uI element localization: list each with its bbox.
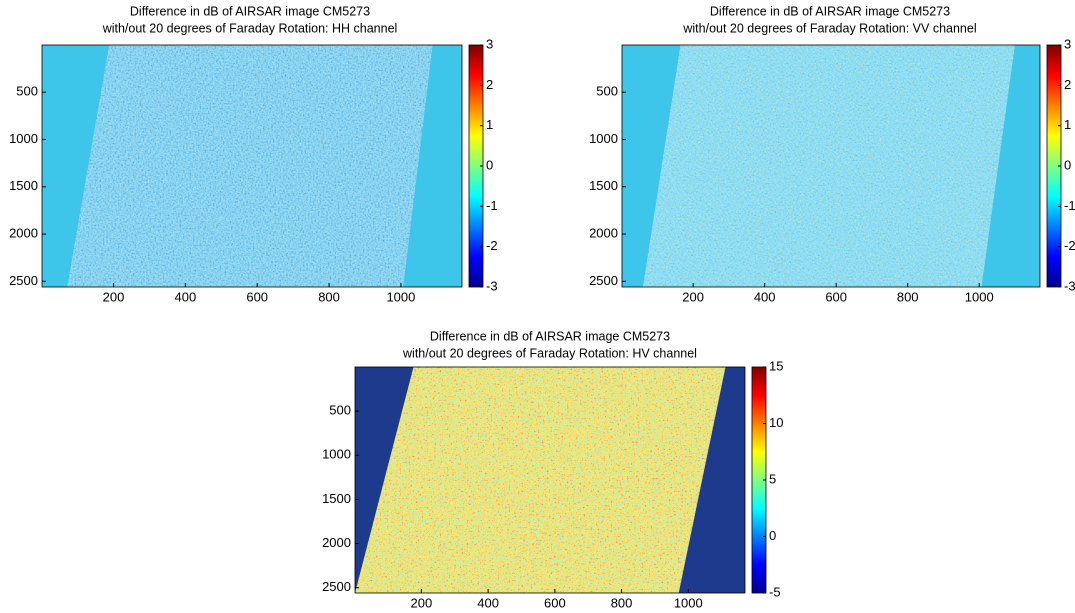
- x-tick-label: 400: [754, 289, 776, 304]
- chart-title: Difference in dB of AIRSAR image CM5273: [130, 4, 370, 18]
- colorbar-tick-label: -2: [1064, 238, 1075, 253]
- x-tick-label: 800: [611, 595, 633, 610]
- x-tick-label: 800: [318, 289, 340, 304]
- plot-frame: [621, 44, 1041, 288]
- image-swath: [355, 367, 726, 593]
- y-tick-label: 500: [329, 403, 351, 418]
- chart-title: with/out 20 degrees of Faraday Rotation:…: [402, 346, 697, 360]
- chart-title: Difference in dB of AIRSAR image CM5273: [710, 4, 950, 18]
- colorbar-tick-label: 2: [1064, 77, 1071, 92]
- chart-title: with/out 20 degrees of Faraday Rotation:…: [682, 21, 976, 35]
- y-tick-label: 500: [16, 84, 38, 99]
- colorbar-tick-label: 15: [769, 358, 783, 373]
- y-tick-label: 1000: [322, 447, 351, 462]
- x-tick-label: 800: [897, 289, 919, 304]
- colorbar-tick-label: -1: [486, 198, 498, 213]
- chart-title: Difference in dB of AIRSAR image CM5273: [430, 329, 670, 343]
- y-tick-label: 500: [596, 84, 618, 99]
- colorbar-tick-label: 5: [769, 471, 776, 486]
- y-tick-label: 1500: [589, 178, 618, 193]
- colorbar-tick-label: 0: [486, 157, 493, 172]
- y-tick-label: 1000: [589, 131, 618, 146]
- y-tick-label: 1500: [322, 491, 351, 506]
- plot-frame: [41, 44, 463, 288]
- y-tick-label: 2500: [9, 273, 38, 288]
- y-tick-label: 2000: [9, 225, 38, 240]
- chart-title: with/out 20 degrees of Faraday Rotation:…: [102, 21, 398, 35]
- colorbar-tick-label: -1: [1064, 198, 1075, 213]
- colorbar-tick-label: -3: [486, 278, 498, 293]
- colorbar-tick-label: 10: [769, 415, 783, 430]
- y-tick-label: 2500: [589, 273, 618, 288]
- x-tick-label: 200: [411, 595, 433, 610]
- panel: Difference in dB of AIRSAR image CM5273 w…: [9, 4, 497, 304]
- x-tick-label: 1000: [965, 289, 994, 304]
- colorbar-tick-label: -2: [486, 238, 498, 253]
- colorbar-tick-label: 1: [486, 117, 493, 132]
- x-tick-label: 600: [246, 289, 268, 304]
- x-tick-label: 1000: [386, 289, 415, 304]
- x-tick-label: 400: [175, 289, 197, 304]
- image-swath: [67, 45, 433, 287]
- colorbar-tick-label: 2: [486, 77, 493, 92]
- panel: Difference in dB of AIRSAR image CM5273 w…: [322, 329, 783, 610]
- x-tick-label: 600: [825, 289, 847, 304]
- x-tick-label: 400: [477, 595, 499, 610]
- x-tick-label: 1000: [674, 595, 703, 610]
- y-tick-label: 1000: [9, 131, 38, 146]
- panel: Difference in dB of AIRSAR image CM5273 w…: [589, 4, 1075, 304]
- colorbar-tick-label: -5: [769, 584, 781, 599]
- image-swath: [642, 45, 1015, 287]
- colorbar-tick-label: 0: [1064, 157, 1071, 172]
- x-tick-label: 600: [544, 595, 566, 610]
- colorbar-tick-label: 3: [1064, 36, 1071, 51]
- y-tick-label: 2000: [589, 225, 618, 240]
- colorbar-tick-label: -3: [1064, 278, 1075, 293]
- colorbar-tick-label: 1: [1064, 117, 1071, 132]
- plot-frame: [354, 366, 746, 594]
- y-tick-label: 2500: [322, 579, 351, 594]
- colorbar-tick-label: 3: [486, 36, 493, 51]
- y-tick-label: 2000: [322, 535, 351, 550]
- x-tick-label: 200: [103, 289, 125, 304]
- colorbar-tick-label: 0: [769, 528, 776, 543]
- y-tick-label: 1500: [9, 178, 38, 193]
- x-tick-label: 200: [682, 289, 704, 304]
